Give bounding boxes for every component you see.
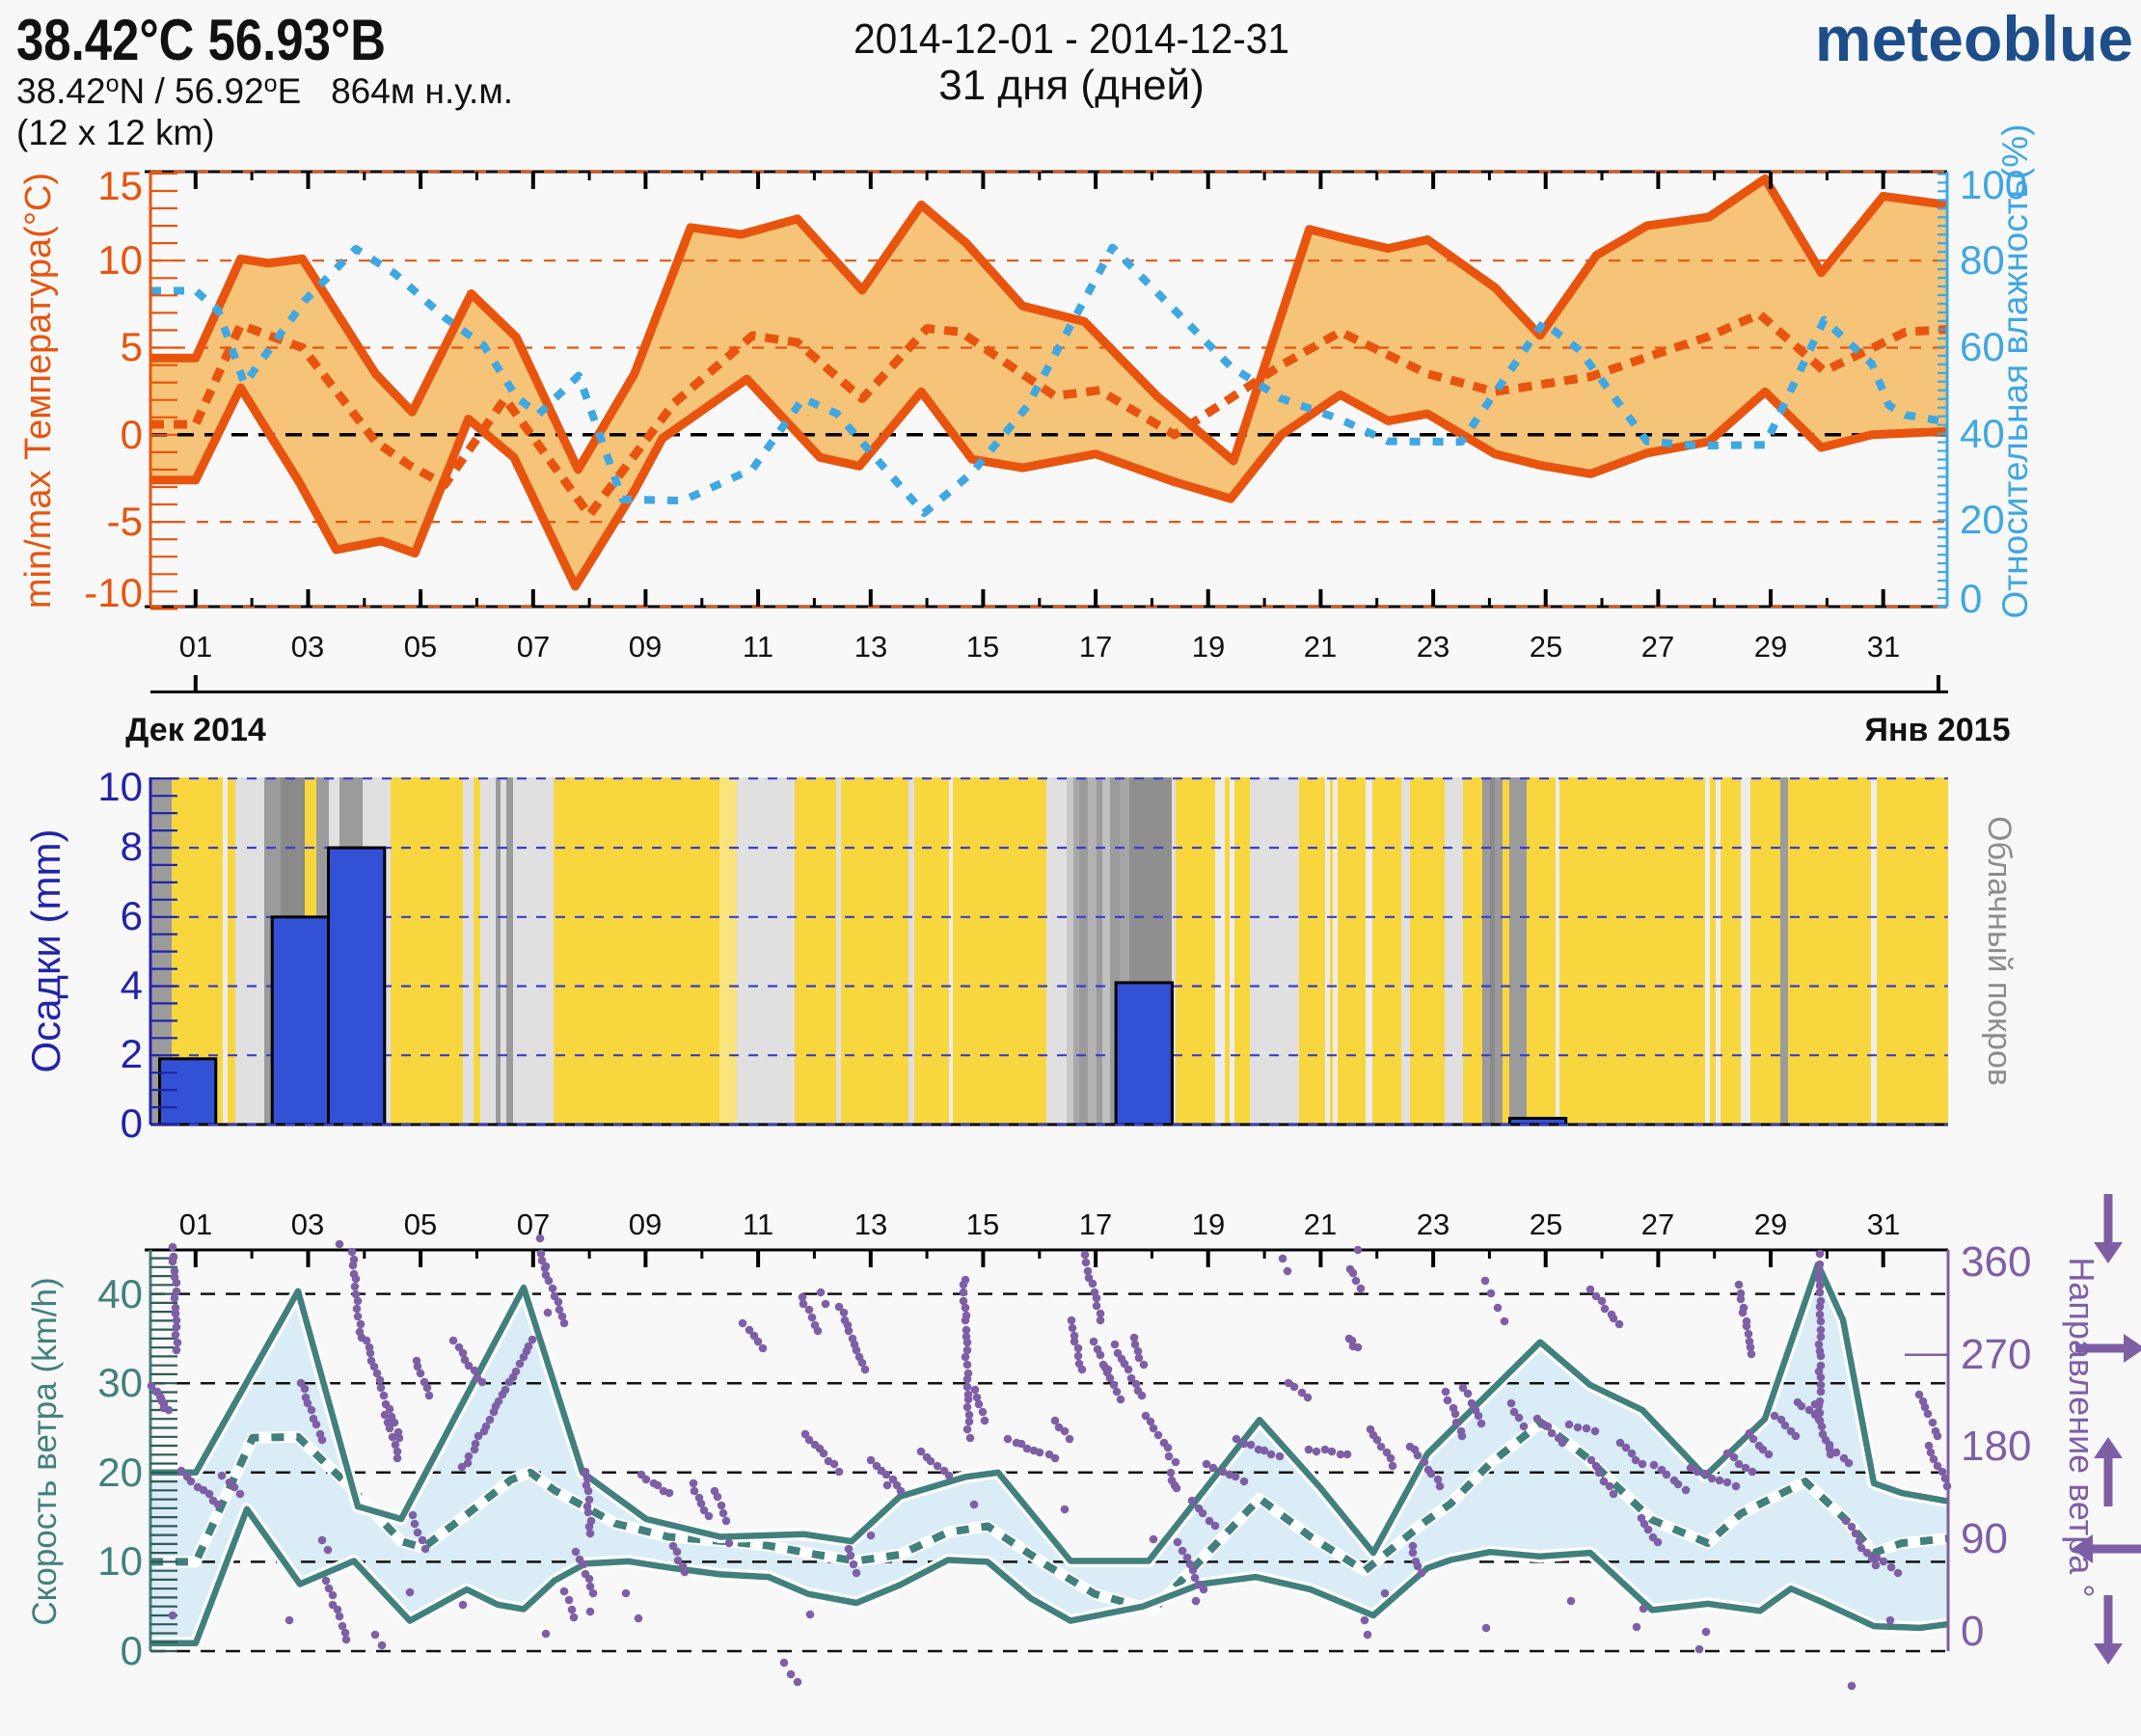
svg-text:meteoblue: meteoblue bbox=[1815, 3, 2133, 74]
svg-text:0: 0 bbox=[121, 1628, 143, 1673]
svg-text:09: 09 bbox=[629, 630, 662, 664]
svg-text:Относительная влажность(%): Относительная влажность(%) bbox=[1995, 124, 2035, 619]
svg-text:05: 05 bbox=[404, 630, 437, 664]
svg-text:21: 21 bbox=[1304, 630, 1337, 664]
svg-text:17: 17 bbox=[1079, 1207, 1112, 1241]
svg-text:80: 80 bbox=[1960, 237, 2005, 283]
svg-text:2014-12-01 - 2014-12-31: 2014-12-01 - 2014-12-31 bbox=[854, 15, 1289, 63]
svg-text:10: 10 bbox=[97, 1538, 143, 1584]
svg-text:0: 0 bbox=[121, 412, 143, 457]
svg-text:17: 17 bbox=[1079, 630, 1112, 664]
svg-text:20: 20 bbox=[1960, 497, 2005, 542]
svg-text:13: 13 bbox=[854, 1207, 887, 1241]
svg-text:29: 29 bbox=[1754, 630, 1787, 664]
svg-text:Направление ветра °: Направление ветра ° bbox=[2062, 1257, 2101, 1597]
svg-text:30: 30 bbox=[97, 1360, 143, 1405]
svg-text:09: 09 bbox=[629, 1207, 662, 1241]
svg-text:11: 11 bbox=[743, 630, 773, 664]
svg-text:38.42oN / 56.92oE 864м н.у.м: 38.42oN / 56.92oE 864м н.у.м. bbox=[16, 70, 513, 111]
svg-text:0: 0 bbox=[1961, 1608, 1984, 1655]
svg-text:(12 x 12 km): (12 x 12 km) bbox=[16, 113, 215, 152]
svg-text:01: 01 bbox=[179, 630, 212, 664]
svg-text:2: 2 bbox=[121, 1031, 143, 1076]
svg-text:31: 31 bbox=[1867, 1207, 1900, 1241]
svg-text:23: 23 bbox=[1417, 1207, 1450, 1241]
svg-text:21: 21 bbox=[1304, 1207, 1337, 1241]
svg-text:15: 15 bbox=[966, 1207, 999, 1241]
svg-text:Янв 2015: Янв 2015 bbox=[1865, 712, 2011, 748]
svg-text:03: 03 bbox=[291, 1207, 324, 1241]
svg-text:-5: -5 bbox=[107, 499, 143, 544]
svg-text:360: 360 bbox=[1961, 1238, 2031, 1286]
svg-text:19: 19 bbox=[1192, 1207, 1225, 1241]
svg-text:8: 8 bbox=[121, 824, 143, 869]
svg-text:100: 100 bbox=[1960, 162, 2027, 207]
svg-text:27: 27 bbox=[1641, 630, 1674, 664]
svg-text:25: 25 bbox=[1530, 630, 1562, 664]
svg-text:60: 60 bbox=[1960, 324, 2005, 369]
svg-text:-10: -10 bbox=[84, 570, 143, 615]
svg-text:40: 40 bbox=[97, 1271, 143, 1316]
svg-text:38.42°C 56.93°В: 38.42°C 56.93°В bbox=[16, 8, 386, 72]
svg-text:0: 0 bbox=[121, 1100, 143, 1146]
svg-text:180: 180 bbox=[1961, 1423, 2031, 1470]
svg-text:90: 90 bbox=[1961, 1515, 2008, 1562]
svg-text:0: 0 bbox=[1960, 576, 1982, 621]
svg-text:07: 07 bbox=[517, 630, 550, 664]
svg-text:13: 13 bbox=[854, 630, 887, 664]
svg-text:03: 03 bbox=[291, 630, 324, 664]
svg-text:5: 5 bbox=[121, 324, 143, 369]
svg-text:Облачный покров: Облачный покров bbox=[1981, 816, 2018, 1086]
svg-text:270: 270 bbox=[1961, 1331, 2031, 1378]
svg-text:10: 10 bbox=[97, 764, 143, 809]
svg-text:11: 11 bbox=[743, 1207, 773, 1241]
svg-text:23: 23 bbox=[1417, 630, 1450, 664]
svg-text:20: 20 bbox=[97, 1450, 143, 1495]
svg-text:27: 27 bbox=[1641, 1207, 1674, 1241]
svg-text:15: 15 bbox=[97, 163, 143, 208]
svg-text:Скорость ветра (km/h): Скорость ветра (km/h) bbox=[26, 1277, 64, 1625]
svg-text:19: 19 bbox=[1192, 630, 1225, 664]
svg-text:07: 07 bbox=[517, 1207, 550, 1241]
svg-text:05: 05 bbox=[404, 1207, 437, 1241]
svg-text:25: 25 bbox=[1530, 1207, 1562, 1241]
svg-text:31 дня (дней): 31 дня (дней) bbox=[938, 62, 1205, 109]
svg-text:min/max Температура(°C): min/max Температура(°C) bbox=[18, 173, 59, 609]
svg-text:10: 10 bbox=[97, 237, 143, 283]
svg-text:Дек 2014: Дек 2014 bbox=[125, 712, 266, 748]
svg-text:40: 40 bbox=[1960, 411, 2005, 456]
svg-text:4: 4 bbox=[121, 963, 143, 1008]
svg-text:15: 15 bbox=[966, 630, 999, 664]
svg-text:29: 29 bbox=[1754, 1207, 1787, 1241]
svg-text:31: 31 bbox=[1867, 630, 1900, 664]
svg-text:01: 01 bbox=[179, 1207, 212, 1241]
svg-text:6: 6 bbox=[121, 893, 143, 938]
svg-text:Осадки (mm): Осадки (mm) bbox=[23, 829, 68, 1073]
